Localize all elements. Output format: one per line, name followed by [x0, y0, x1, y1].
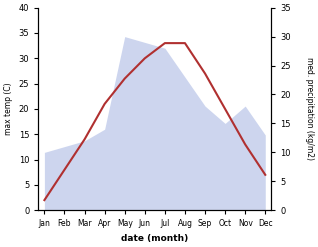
X-axis label: date (month): date (month) — [121, 234, 189, 243]
Y-axis label: max temp (C): max temp (C) — [4, 83, 13, 135]
Y-axis label: med. precipitation (kg/m2): med. precipitation (kg/m2) — [305, 58, 314, 161]
